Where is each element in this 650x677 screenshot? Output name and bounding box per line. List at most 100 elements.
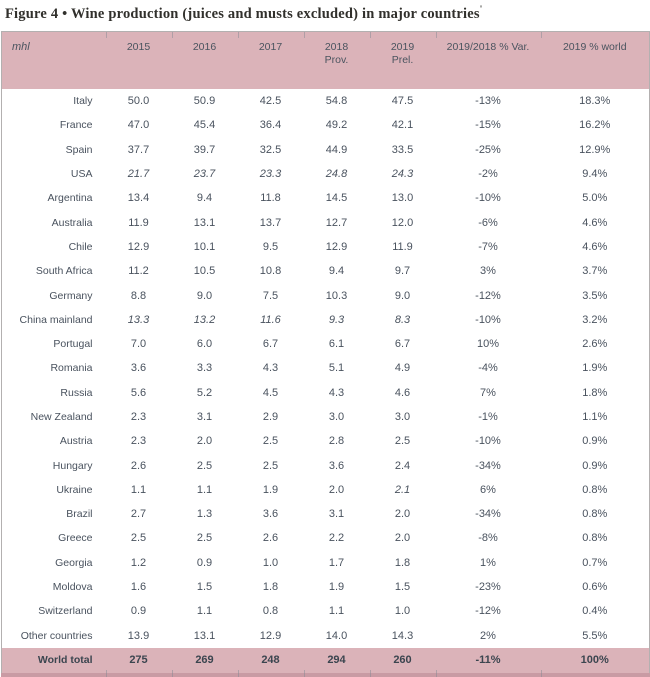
value-cell: 6.7 — [262, 338, 279, 351]
value-cell: 3.6 — [130, 362, 147, 375]
country-label: Greece — [58, 532, 93, 545]
value-cell: 2.5 — [196, 459, 213, 472]
value-cell: 1.8 — [262, 581, 279, 594]
value-cell: 3.6 — [262, 508, 279, 521]
value-cell: 54.8 — [325, 95, 348, 108]
value-cell: 0.8% — [582, 483, 608, 496]
col-header-2017: 2017 — [237, 31, 304, 89]
wine-production-table: mhl 2015 2016 2017 2018 Prov. 2019 Prel. 2019/2… — [1, 31, 650, 677]
country-label: Hungary — [52, 459, 93, 472]
world-total-value: 294 — [303, 647, 370, 677]
table-row-romania: Romania 3.6 3.3 4.3 5.1 4.9 -4% 1.9% — [2, 356, 650, 380]
table-row-ukraine: Ukraine 1.1 1.1 1.9 2.0 2.1 6% 0.8% — [2, 478, 650, 502]
value-cell: 2.5 — [394, 435, 411, 448]
world-total-value: 260 — [369, 647, 436, 677]
figure-title: Figure 4 • Wine production (juices and m… — [0, 0, 650, 23]
value-cell: 5.1 — [328, 362, 345, 375]
value-cell: 39.7 — [193, 143, 216, 156]
value-cell: 0.9 — [130, 605, 147, 618]
value-cell: 3% — [480, 265, 496, 278]
value-cell: 13.4 — [127, 192, 150, 205]
col-header-label: 2019 — [390, 41, 415, 53]
value-cell: 6.7 — [394, 338, 411, 351]
country-label: Moldova — [52, 581, 93, 594]
value-cell: 24.8 — [325, 168, 348, 181]
value-cell: 0.9 — [196, 556, 213, 569]
value-cell: 11.8 — [260, 192, 281, 205]
value-cell: 0.7% — [582, 556, 608, 569]
table-row-russia: Russia 5.6 5.2 4.5 4.3 4.6 7% 1.8% — [2, 381, 650, 405]
value-cell: -23% — [475, 581, 501, 594]
value-cell: 7.5 — [262, 289, 279, 302]
value-cell: 2% — [480, 629, 496, 642]
value-cell: 13.9 — [127, 629, 150, 642]
value-cell: 1.2 — [130, 556, 147, 569]
value-cell: 2.7 — [130, 508, 147, 521]
value-cell: 9.4 — [328, 265, 345, 278]
value-cell: 1.9% — [582, 362, 608, 375]
value-cell: 14.0 — [325, 629, 348, 642]
value-cell: 50.0 — [127, 95, 150, 108]
value-cell: 36.4 — [259, 119, 282, 132]
value-cell: 3.6 — [328, 459, 345, 472]
value-cell: 13.7 — [259, 216, 282, 229]
value-cell: 3.1 — [196, 411, 213, 423]
value-cell: 10% — [476, 338, 500, 351]
value-cell: 13.0 — [391, 192, 414, 205]
value-cell: 37.7 — [127, 143, 150, 156]
value-cell: 12.9 — [259, 629, 282, 642]
table-row-usa: USA 21.7 23.7 23.3 24.8 24.3 -2% 9.4% — [2, 162, 650, 186]
value-cell: 2.5 — [196, 532, 213, 545]
value-cell: -12% — [475, 605, 501, 618]
value-cell: 8.8 — [130, 289, 147, 302]
value-cell: 1.1% — [582, 411, 608, 423]
value-cell: 10.8 — [259, 265, 282, 278]
value-cell: 10.1 — [193, 240, 216, 253]
value-cell: 2.4 — [394, 459, 411, 472]
value-cell: -13% — [475, 95, 501, 108]
col-header-label: 2015 — [126, 41, 151, 53]
value-cell: 9.3 — [328, 313, 345, 326]
col-header-2019-world: 2019 % world — [540, 31, 650, 89]
value-cell: 47.5 — [391, 95, 414, 108]
value-cell: 9.4 — [196, 192, 213, 205]
value-cell: 2.2 — [328, 532, 345, 545]
value-cell: -10% — [475, 192, 501, 205]
value-cell: -8% — [478, 532, 498, 545]
world-total-value: -11% — [435, 647, 541, 677]
country-label: Australia — [51, 216, 93, 229]
value-cell: 18.3% — [579, 95, 611, 108]
country-label: Spain — [65, 143, 93, 156]
value-cell: 13.2 — [193, 313, 216, 326]
value-cell: 11.2 — [128, 265, 149, 278]
value-cell: 2.0 — [394, 508, 411, 521]
country-label: Austria — [59, 435, 93, 448]
value-cell: 7% — [480, 386, 496, 399]
table-row-austria: Austria 2.3 2.0 2.5 2.8 2.5 -10% 0.9% — [2, 429, 650, 453]
table-row-italy: Italy 50.0 50.9 42.5 54.8 47.5 -13% 18.3% — [2, 89, 650, 113]
country-label: Russia — [60, 386, 93, 399]
value-cell: 8.3 — [394, 313, 411, 326]
table-row-argentina: Argentina 13.4 9.4 11.8 14.5 13.0 -10% 5.0% — [2, 186, 650, 210]
value-cell: 5.5% — [582, 629, 608, 642]
value-cell: 1.1 — [196, 483, 213, 496]
world-total-value: 248 — [237, 647, 304, 677]
value-cell: 49.2 — [325, 119, 348, 132]
value-cell: 4.6% — [582, 216, 608, 229]
table-row-chile: Chile 12.9 10.1 9.5 12.9 11.9 -7% 4.6% — [2, 235, 650, 259]
value-cell: 2.0 — [328, 483, 345, 496]
value-cell: 1.1 — [130, 483, 147, 496]
value-cell: 1.8% — [582, 386, 608, 399]
value-cell: 6% — [480, 483, 496, 496]
value-cell: 2.3 — [130, 411, 147, 423]
table-row-greece: Greece 2.5 2.5 2.6 2.2 2.0 -8% 0.8% — [2, 526, 650, 550]
col-header-label: 2017 — [258, 41, 283, 53]
value-cell: 2.0 — [196, 435, 213, 448]
country-label: Italy — [73, 95, 93, 108]
value-cell: 0.6% — [582, 581, 608, 594]
value-cell: 2.5 — [262, 435, 279, 448]
value-cell: 1.5 — [196, 581, 213, 594]
country-label: China mainland — [19, 313, 93, 326]
value-cell: 5.2 — [196, 386, 213, 399]
value-cell: 42.1 — [391, 119, 414, 132]
